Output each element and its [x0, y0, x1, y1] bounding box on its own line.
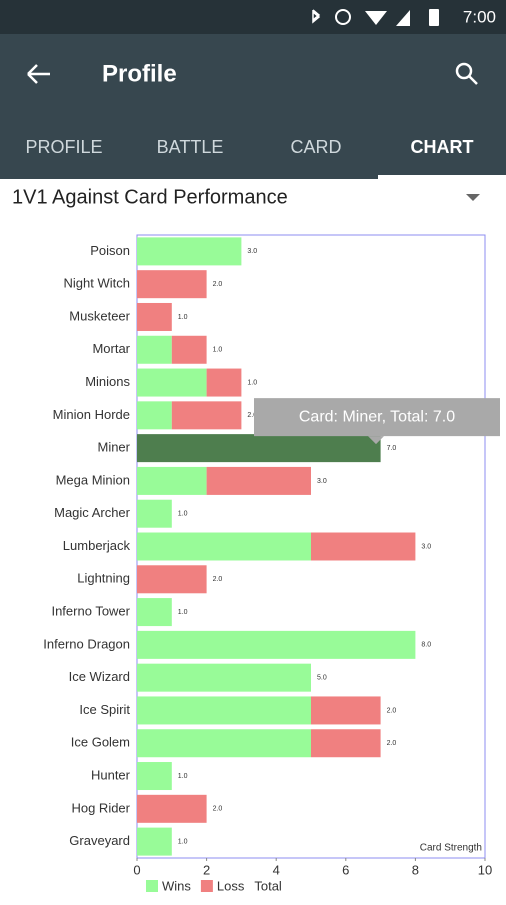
- wifi-icon: [365, 11, 387, 25]
- tab[interactable]: PROFILE: [25, 137, 102, 157]
- bar-segment: [137, 663, 311, 692]
- status-time: 7:00: [463, 7, 496, 26]
- bar-segment: [137, 794, 207, 823]
- alarm-icon: [335, 9, 351, 25]
- x-tick-label: 8: [412, 862, 419, 877]
- bar-segment: [137, 532, 311, 561]
- bar-segment: [137, 237, 242, 266]
- y-tick-label: Inferno Dragon: [43, 636, 130, 651]
- value-label: 1.0: [213, 347, 223, 354]
- x-tick-label: 2: [203, 862, 210, 877]
- bar-segment: [137, 401, 172, 430]
- bar-segment: [171, 335, 207, 364]
- value-label: 2.0: [213, 806, 223, 813]
- value-label: 1.0: [247, 379, 257, 386]
- y-tick-label: Miner: [97, 440, 130, 455]
- x-tick-label: 6: [342, 862, 349, 877]
- legend-swatch: [146, 880, 158, 892]
- tab-indicator: [378, 175, 506, 179]
- bar-segment: [137, 827, 172, 856]
- legend-label: Total: [254, 878, 282, 893]
- value-label: 2.0: [387, 740, 397, 747]
- search-button[interactable]: [455, 62, 478, 85]
- bar-segment: [137, 696, 311, 725]
- value-label: 1.0: [178, 773, 188, 780]
- bluetooth-icon: [312, 9, 321, 24]
- bar-segment: [137, 466, 207, 495]
- tooltip: [254, 398, 500, 437]
- y-tick-label: Mega Minion: [56, 472, 130, 487]
- value-label: 2.0: [213, 576, 223, 583]
- section-title: 1V1 Against Card Performance: [12, 186, 288, 208]
- tab[interactable]: CHART: [411, 137, 474, 157]
- dropdown-button[interactable]: [466, 194, 480, 201]
- y-tick-label: Ice Spirit: [79, 702, 130, 717]
- x-tick-label: 4: [273, 862, 280, 877]
- chart-description: Card Strength: [420, 843, 482, 854]
- bar-segment: [311, 696, 381, 725]
- bar-segment: [137, 762, 172, 791]
- value-label: 3.0: [421, 543, 431, 550]
- value-label: 3.0: [247, 248, 257, 255]
- value-label: 5.0: [317, 675, 327, 682]
- bar-segment: [171, 401, 242, 430]
- app-title: Profile: [102, 60, 177, 87]
- signal-icon: [396, 10, 410, 26]
- y-tick-label: Inferno Tower: [51, 604, 130, 619]
- y-tick-label: Ice Golem: [71, 735, 130, 750]
- bar-segment: [137, 302, 172, 331]
- x-tick-label: 10: [478, 862, 492, 877]
- back-button[interactable]: [27, 64, 50, 84]
- bar-segment: [137, 729, 311, 758]
- bar-segment: [137, 499, 172, 528]
- value-label: 1.0: [178, 838, 188, 845]
- bar-segment: [137, 565, 207, 594]
- bar-segment: [311, 532, 416, 561]
- y-tick-label: Mortar: [92, 341, 130, 356]
- battery-icon: [429, 9, 439, 26]
- app-bar: [0, 34, 506, 179]
- tab[interactable]: BATTLE: [157, 137, 224, 157]
- y-tick-label: Musketeer: [69, 308, 130, 323]
- bar-segment: [206, 368, 242, 397]
- bar-segment: [137, 335, 172, 364]
- value-label: 1.0: [178, 609, 188, 616]
- value-label: 8.0: [421, 642, 431, 649]
- value-label: 1.0: [178, 314, 188, 321]
- value-label: 2.0: [387, 707, 397, 714]
- y-tick-label: Minion Horde: [53, 407, 130, 422]
- bar-segment: [137, 368, 207, 397]
- tooltip-pointer: [368, 436, 384, 445]
- y-tick-label: Lightning: [77, 571, 130, 586]
- legend-label: Loss: [217, 878, 245, 893]
- y-tick-label: Magic Archer: [54, 505, 131, 520]
- bar-segment: [137, 434, 381, 463]
- y-tick-label: Hunter: [91, 767, 131, 782]
- value-label: 1.0: [178, 511, 188, 518]
- y-tick-label: Graveyard: [69, 833, 130, 848]
- bar-segment: [137, 630, 416, 659]
- y-tick-label: Lumberjack: [63, 538, 131, 553]
- y-tick-label: Ice Wizard: [69, 669, 130, 684]
- value-label: 2.0: [247, 412, 257, 419]
- status-bar: [0, 0, 506, 34]
- value-label: 7.0: [387, 445, 397, 452]
- y-tick-label: Poison: [90, 243, 130, 258]
- bar-segment: [206, 466, 311, 495]
- bar-segment: [137, 270, 207, 299]
- value-label: 2.0: [213, 281, 223, 288]
- tab[interactable]: CARD: [290, 137, 341, 157]
- y-tick-label: Minions: [85, 374, 130, 389]
- bar-segment: [137, 598, 172, 627]
- legend-swatch: [200, 880, 213, 892]
- value-label: 3.0: [317, 478, 327, 485]
- bar-segment: [311, 729, 381, 758]
- y-tick-label: Night Witch: [64, 276, 130, 291]
- x-tick-label: 0: [133, 862, 140, 877]
- tooltip-text: Card: Miner, Total: 7.0: [299, 408, 455, 425]
- legend-label: Wins: [162, 878, 191, 893]
- y-tick-label: Hog Rider: [71, 800, 130, 815]
